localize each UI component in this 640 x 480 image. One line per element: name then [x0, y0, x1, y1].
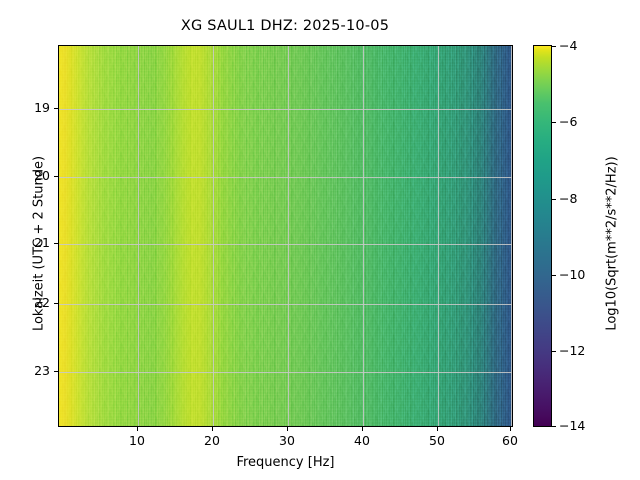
gridline-horizontal-20 [59, 177, 512, 179]
xtick-label: 60 [502, 433, 518, 448]
gridline-horizontal-22 [59, 304, 512, 306]
xtick-mark [212, 427, 214, 431]
ytick-label: 21 [34, 235, 50, 250]
xtick-mark [437, 427, 439, 431]
gridline-vertical-50hz [438, 46, 440, 426]
xtick-mark [362, 427, 364, 431]
gridline-vertical-20hz [213, 46, 215, 426]
colorbar-tick-mark [552, 46, 556, 48]
spectrogram-axes[interactable] [58, 45, 513, 427]
gridline-vertical-40hz [363, 46, 365, 426]
x-axis-label: Frequency [Hz] [236, 455, 335, 470]
xtick-label: 30 [279, 433, 295, 448]
colorbar-tick-label: −14 [559, 418, 586, 433]
xtick-label: 40 [354, 433, 370, 448]
xtick-label: 20 [204, 433, 220, 448]
xtick-label: 10 [129, 433, 145, 448]
xtick-mark [510, 427, 512, 431]
colorbar-tick-mark [552, 351, 556, 353]
ytick-mark [54, 303, 58, 305]
gridline-vertical-30hz [288, 46, 290, 426]
colorbar-tick-label: −6 [559, 114, 578, 129]
y-axis-label: Lokalzeit (UTC + 2 Stunde) [31, 155, 47, 332]
colorbar-tick-label: −10 [559, 267, 586, 282]
gridline-horizontal-19 [59, 109, 512, 111]
colorbar-tick-mark [552, 199, 556, 201]
ytick-mark [54, 176, 58, 178]
colorbar-tick-label: −12 [559, 343, 586, 358]
ytick-mark [54, 243, 58, 245]
colorbar-label: Log10(Sqrt(m**2/s**2/Hz)) [604, 156, 620, 331]
spectrogram-speckle-texture [59, 46, 512, 426]
colorbar-tick-label: −4 [559, 38, 578, 53]
gridline-horizontal-23 [59, 372, 512, 374]
gridline-horizontal-21 [59, 244, 512, 246]
xtick-label: 50 [429, 433, 445, 448]
colorbar-tick-mark [552, 122, 556, 124]
page-title: XG SAUL1 DHZ: 2025-10-05 [180, 18, 390, 34]
gridline-vertical-60hz [511, 46, 512, 426]
ytick-mark [54, 108, 58, 110]
ytick-label: 22 [34, 295, 50, 310]
ytick-label: 23 [34, 363, 50, 378]
ytick-label: 20 [34, 168, 50, 183]
colorbar-tick-mark [552, 275, 556, 277]
colorbar[interactable] [533, 45, 552, 427]
colorbar-tick-label: −8 [559, 191, 578, 206]
xtick-mark [137, 427, 139, 431]
ytick-label: 19 [34, 100, 50, 115]
colorbar-tick-mark [552, 426, 556, 428]
gridline-vertical-10hz [138, 46, 140, 426]
ytick-mark [54, 371, 58, 373]
xtick-mark [287, 427, 289, 431]
